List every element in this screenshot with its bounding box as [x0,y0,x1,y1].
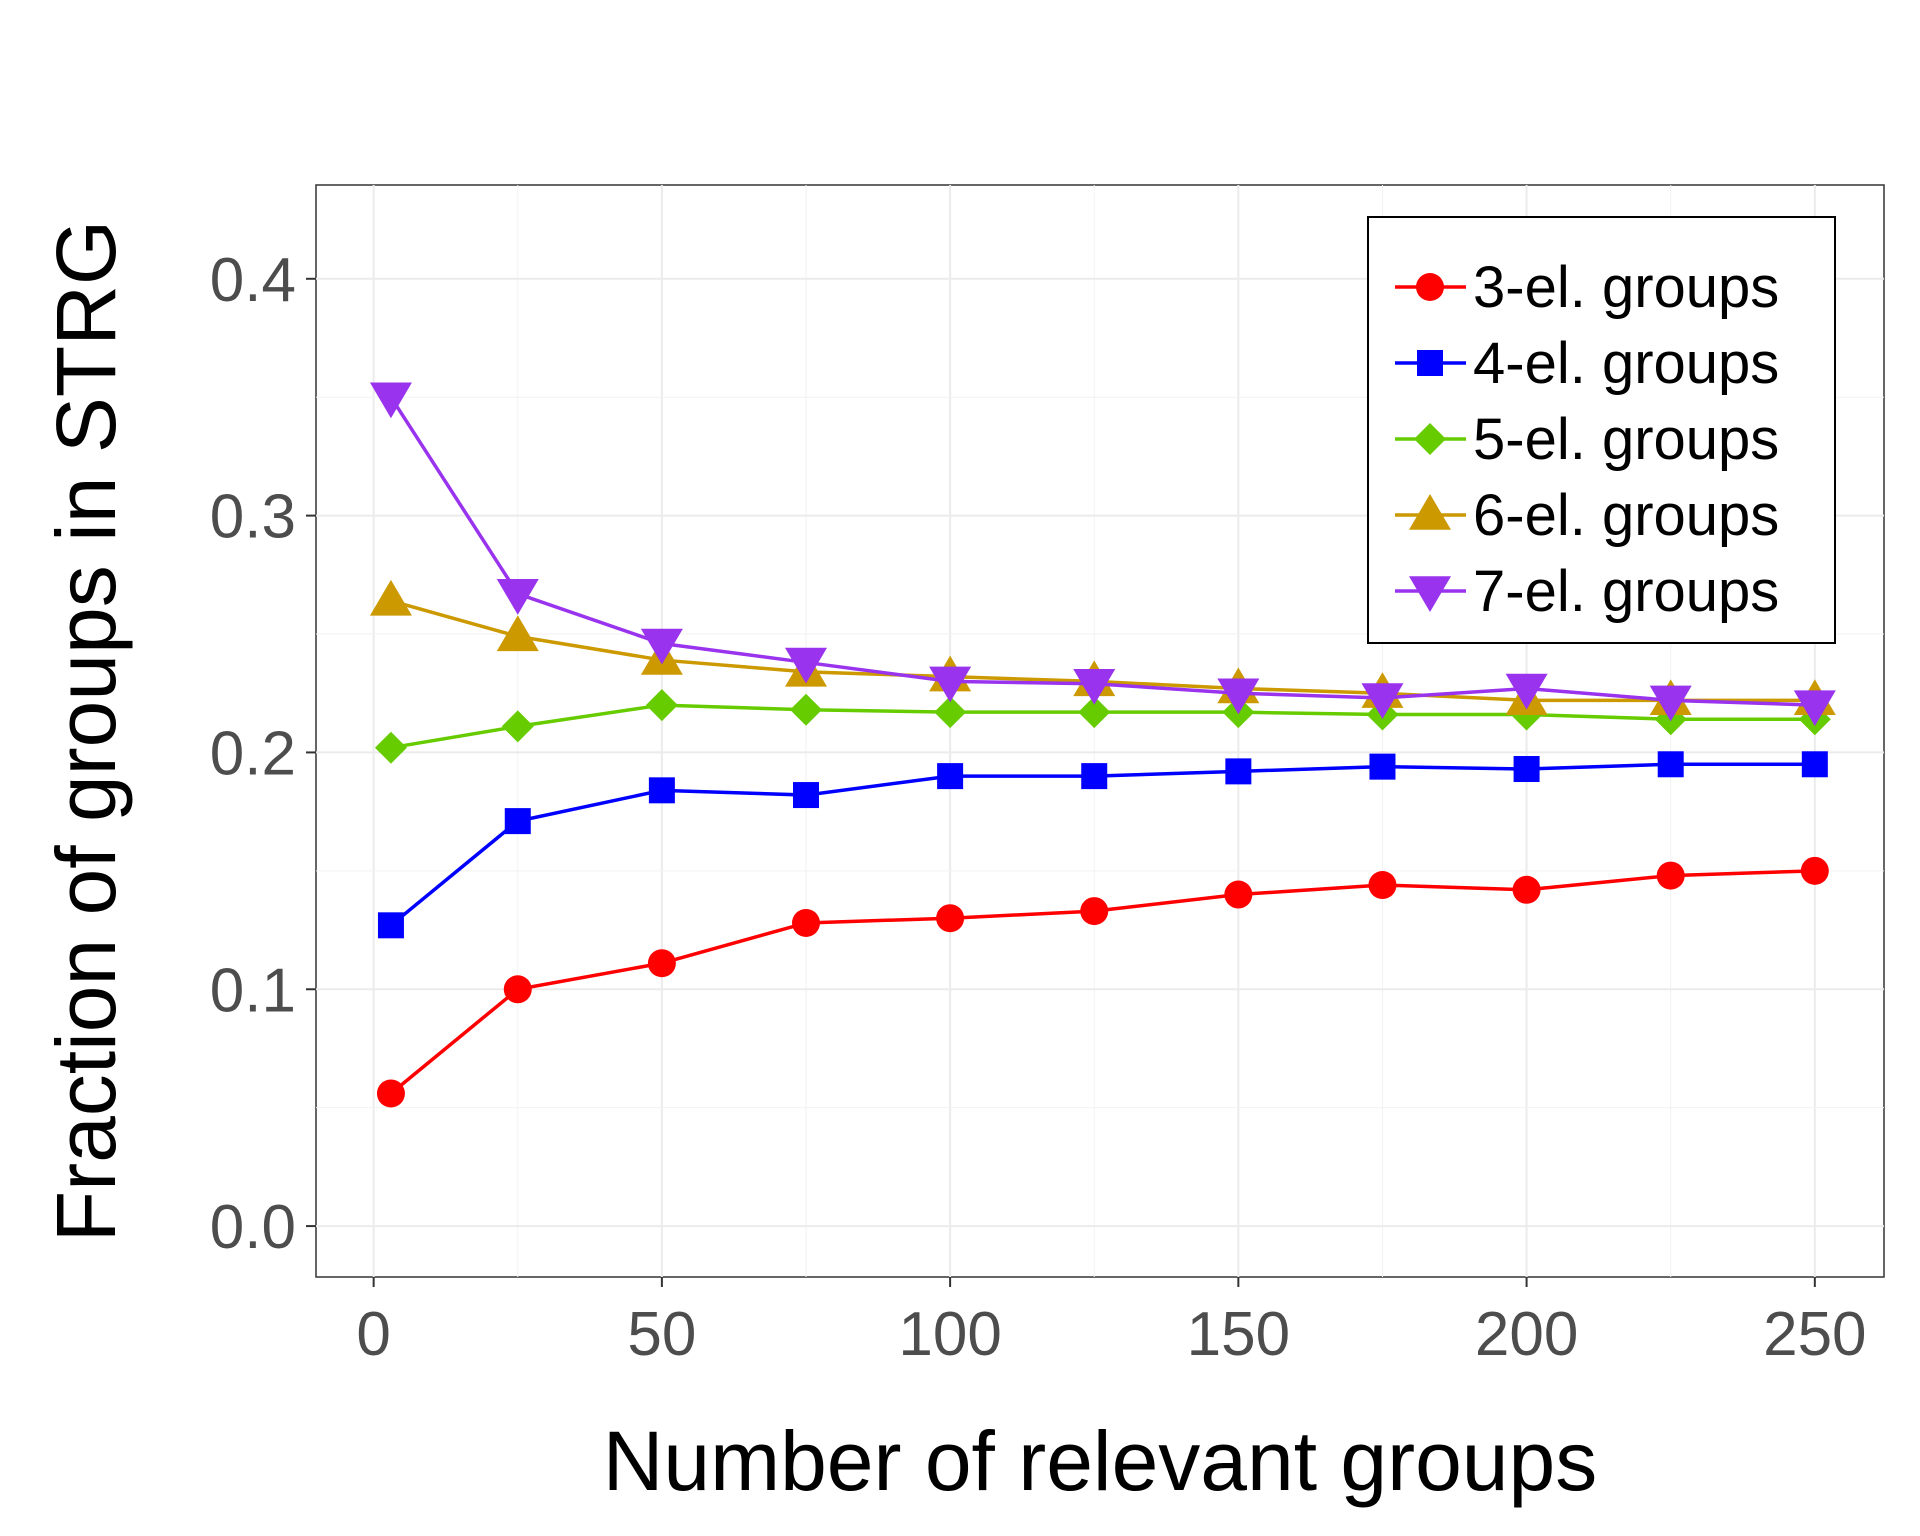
data-point [1512,875,1541,904]
data-point [369,579,412,616]
legend-marker [1416,273,1444,301]
y-tick-label: 0.1 [210,956,296,1025]
data-point [1081,763,1108,790]
x-tick-label: 250 [1763,1300,1866,1369]
data-point [376,1079,405,1108]
legend-label: 5-el. groups [1473,407,1779,472]
data-point [1217,678,1260,715]
x-axis-ticks: 0 50 100 150 200 250 [356,1277,1867,1369]
x-tick-label: 150 [1187,1300,1290,1369]
series-3-el [376,856,1829,1108]
x-tick-label: 200 [1475,1300,1578,1369]
legend-label: 4-el. groups [1473,331,1779,396]
legend-marker [1414,423,1446,455]
y-axis-title: Fraction of groups in STRG [39,220,133,1242]
x-tick-label: 0 [356,1300,390,1369]
y-tick-label: 0.0 [210,1193,296,1262]
y-tick-label: 0.3 [210,483,296,552]
data-point [937,763,964,790]
data-point [648,777,675,804]
data-point [1505,673,1548,710]
data-point [936,904,965,933]
data-point [496,615,539,652]
data-point [1801,751,1828,778]
data-point [1656,861,1685,890]
y-axis-ticks: 0.0 0.1 0.2 0.3 0.4 [210,246,316,1262]
data-point [1225,758,1252,785]
data-point [369,382,412,419]
data-point [1369,753,1396,780]
legend-marker [1409,576,1451,612]
x-axis-title: Number of relevant groups [603,1414,1598,1508]
data-point [792,908,820,937]
y-tick-label: 0.4 [210,246,296,315]
data-point [1793,690,1836,727]
data-point [785,647,827,684]
series-7-el [369,382,1836,727]
data-point [374,731,407,764]
legend: 3-el. groups 4-el. groups 5-el. groups 6-el… [1367,216,1836,644]
data-point [1078,696,1111,729]
series-4-el [377,751,1828,939]
legend-label: 3-el. groups [1473,255,1779,320]
legend-item: 6-el. groups [1395,483,1779,548]
series-layer [369,382,1836,1108]
x-tick-label: 100 [898,1300,1001,1369]
data-point [377,912,404,939]
data-point [504,808,531,835]
x-tick-label: 50 [627,1300,696,1369]
data-point [934,696,967,729]
data-point [503,975,532,1004]
data-point [1657,751,1684,778]
data-point [1073,669,1116,705]
legend-item: 5-el. groups [1395,407,1779,472]
data-point [496,579,539,615]
data-point [1080,897,1109,926]
data-point [640,628,683,665]
data-point [1800,856,1829,885]
data-point [645,689,678,722]
legend-marker [1417,350,1443,376]
data-point [1649,685,1692,722]
legend-item: 4-el. groups [1395,331,1779,396]
data-point [501,710,534,743]
data-point [1368,871,1397,900]
legend-label: 6-el. groups [1473,483,1779,548]
legend-marker [1409,494,1451,530]
y-tick-label: 0.2 [210,719,296,788]
data-point [647,949,676,978]
data-point [1361,683,1404,719]
legend-item: 3-el. groups [1395,255,1779,320]
series-5-el [374,689,1831,764]
data-point [793,782,819,809]
data-point [790,693,822,726]
data-point [1224,880,1253,909]
data-point [1513,756,1540,783]
legend-label: 7-el. groups [1473,559,1779,624]
legend-item: 7-el. groups [1395,559,1779,624]
data-point [929,666,972,703]
